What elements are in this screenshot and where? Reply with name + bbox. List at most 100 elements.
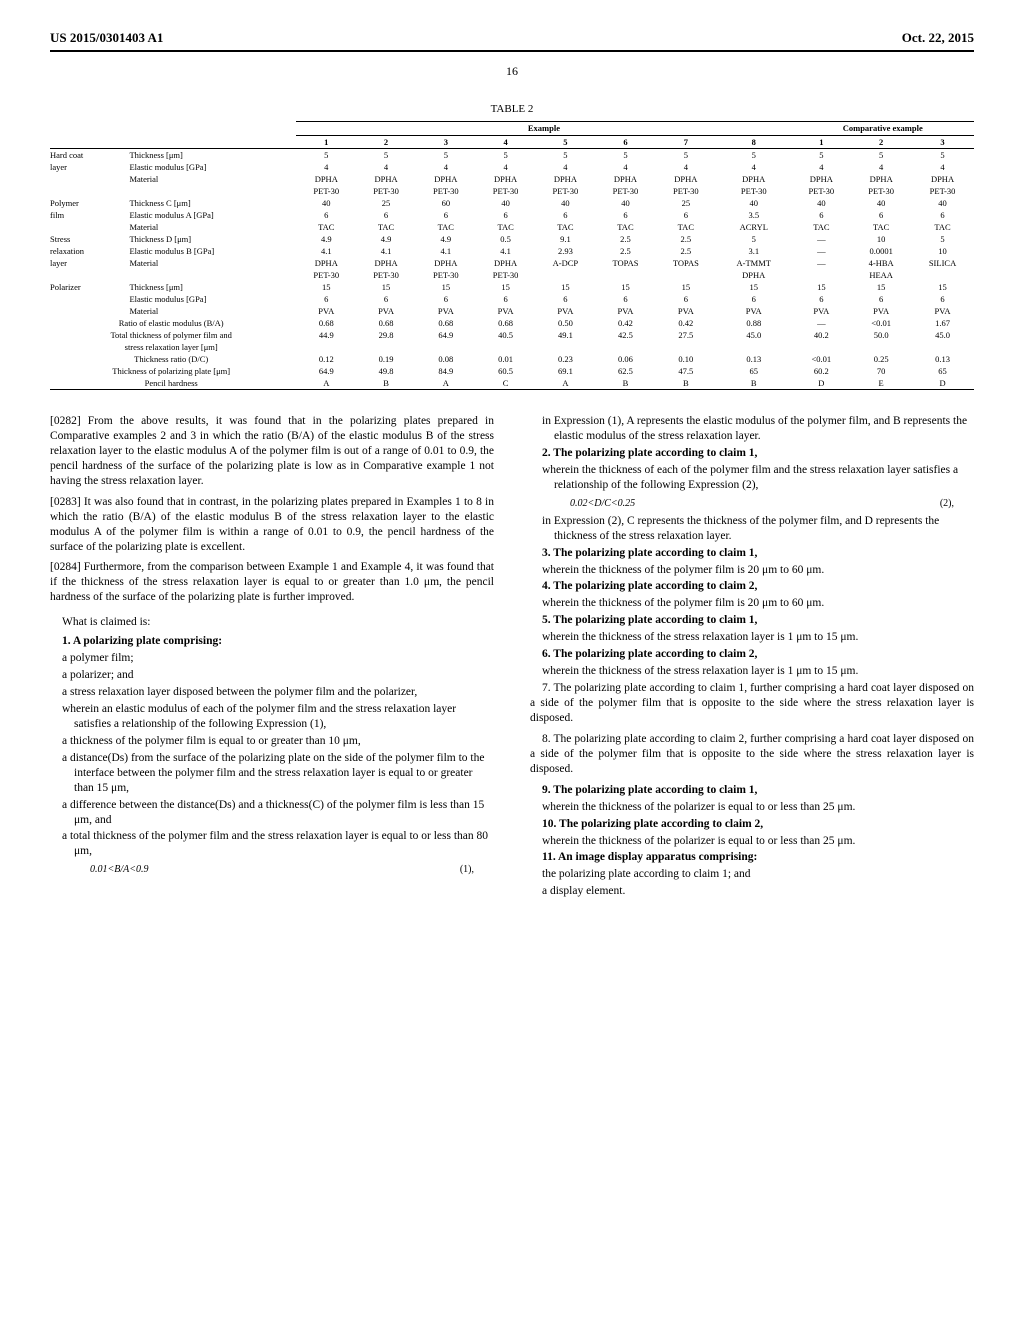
cell: PET-30: [416, 185, 476, 197]
para-0282: [0282] From the above results, it was fo…: [50, 414, 494, 489]
cell: PVA: [791, 305, 851, 317]
cell: PVA: [911, 305, 974, 317]
cell: TAC: [476, 221, 536, 233]
row-span-label: Thickness of polarizing plate [μm]: [50, 365, 296, 377]
cell: [595, 269, 655, 281]
row-group: Hard coat: [50, 149, 117, 162]
cell: DPHA: [356, 257, 416, 269]
cell: B: [656, 377, 716, 390]
claim-3: 3. The polarizing plate according to cla…: [542, 546, 974, 561]
claim-4-body: wherein the thickness of the polymer fil…: [542, 596, 974, 611]
row-label: Material: [117, 257, 296, 269]
cell: 5: [476, 149, 536, 162]
cell: A: [296, 377, 356, 390]
row-label: Thickness [μm]: [117, 281, 296, 293]
cell: 6: [536, 209, 596, 221]
cell: 6: [656, 209, 716, 221]
cell: 25: [656, 197, 716, 209]
cell: [656, 341, 716, 353]
cell: PET-30: [296, 269, 356, 281]
claim-1-h: a total thickness of the polymer film an…: [62, 829, 494, 859]
cell: 4.9: [416, 233, 476, 245]
cell: DPHA: [296, 257, 356, 269]
cell: TOPAS: [656, 257, 716, 269]
cell: [716, 341, 791, 353]
cell: 1.67: [911, 317, 974, 329]
cell: 0.23: [536, 353, 596, 365]
cell: PVA: [656, 305, 716, 317]
cell: DPHA: [656, 173, 716, 185]
cell: HEAA: [851, 269, 911, 281]
col-num: 2: [356, 136, 416, 149]
cell: —: [791, 257, 851, 269]
cell: <0.01: [791, 353, 851, 365]
claim-11-a: the polarizing plate according to claim …: [542, 867, 974, 882]
cell: 6: [416, 209, 476, 221]
cell: DPHA: [911, 173, 974, 185]
col-num: 8: [716, 136, 791, 149]
row-span-label: Total thickness of polymer film and: [50, 329, 296, 341]
cell: 4: [476, 161, 536, 173]
cell: 6: [356, 209, 416, 221]
cell: [851, 341, 911, 353]
cell: 0.25: [851, 353, 911, 365]
row-label: Elastic modulus [GPa]: [117, 161, 296, 173]
cell: 2.5: [656, 233, 716, 245]
row-group: [50, 221, 117, 233]
cell: 40: [476, 197, 536, 209]
cell: 47.5: [656, 365, 716, 377]
cell: 6: [911, 209, 974, 221]
cell: [476, 341, 536, 353]
cell: 6: [791, 293, 851, 305]
cell: 60.2: [791, 365, 851, 377]
cell: 0.01: [476, 353, 536, 365]
cell: 4: [356, 161, 416, 173]
cell: 0.5: [476, 233, 536, 245]
row-group: Stress: [50, 233, 117, 245]
col-num: 7: [656, 136, 716, 149]
cell: 40: [791, 197, 851, 209]
row-group: [50, 173, 117, 185]
cell: DPHA: [356, 173, 416, 185]
cell: 6: [356, 293, 416, 305]
cell: [595, 341, 655, 353]
row-group: [50, 293, 117, 305]
cell: 40.5: [476, 329, 536, 341]
cell: DPHA: [416, 173, 476, 185]
cell: 45.0: [716, 329, 791, 341]
cell: 4: [716, 161, 791, 173]
cell: A: [536, 377, 596, 390]
cell: 15: [851, 281, 911, 293]
cell: 0.13: [716, 353, 791, 365]
cell: SILICA: [911, 257, 974, 269]
row-label: [117, 185, 296, 197]
row-group: relaxation: [50, 245, 117, 257]
cell: 65: [716, 365, 791, 377]
cell: 4: [656, 161, 716, 173]
row-label: Thickness C [μm]: [117, 197, 296, 209]
row-label: Material: [117, 305, 296, 317]
cell: 0.68: [476, 317, 536, 329]
comparative-header: Comparative example: [791, 122, 974, 136]
cell: 15: [716, 281, 791, 293]
pub-date: Oct. 22, 2015: [902, 30, 974, 46]
row-group: film: [50, 209, 117, 221]
cell: 15: [791, 281, 851, 293]
claim-10: 10. The polarizing plate according to cl…: [542, 817, 974, 832]
cell: DPHA: [476, 257, 536, 269]
cell: 0.08: [416, 353, 476, 365]
cell: 69.1: [536, 365, 596, 377]
cell: 15: [296, 281, 356, 293]
cell: [536, 269, 596, 281]
cell: 0.88: [716, 317, 791, 329]
cell: 15: [595, 281, 655, 293]
cell: —: [791, 317, 851, 329]
cell: A: [416, 377, 476, 390]
cell: 10: [911, 245, 974, 257]
cell: DPHA: [716, 269, 791, 281]
cell: 4.1: [356, 245, 416, 257]
cell: D: [791, 377, 851, 390]
claim-6-body: wherein the thickness of the stress rela…: [542, 664, 974, 679]
cell: DPHA: [716, 173, 791, 185]
claim-2-body: wherein the thickness of each of the pol…: [542, 463, 974, 493]
